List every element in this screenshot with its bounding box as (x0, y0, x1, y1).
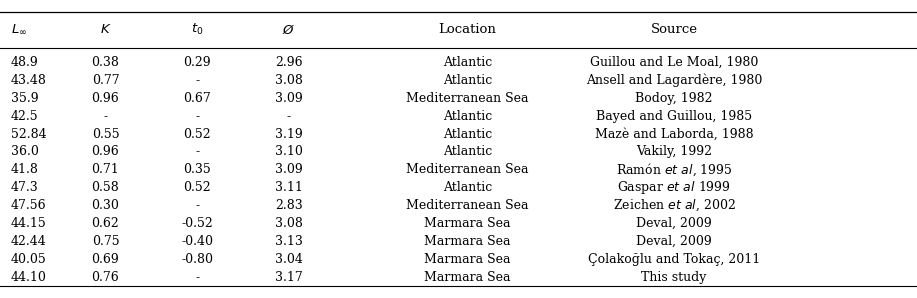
Text: Ansell and Lagardère, 1980: Ansell and Lagardère, 1980 (586, 74, 762, 87)
Text: 0.58: 0.58 (92, 181, 119, 194)
Text: 0.52: 0.52 (183, 128, 211, 141)
Text: Atlantic: Atlantic (443, 181, 492, 194)
Text: Mazè and Laborda, 1988: Mazè and Laborda, 1988 (595, 128, 753, 141)
Text: 3.11: 3.11 (275, 181, 303, 194)
Text: 3.08: 3.08 (275, 217, 303, 230)
Text: 47.3: 47.3 (11, 181, 39, 194)
Text: Gaspar $\mathit{et\ al}$ 1999: Gaspar $\mathit{et\ al}$ 1999 (617, 179, 731, 196)
Text: 36.0: 36.0 (11, 145, 39, 159)
Text: 0.30: 0.30 (92, 199, 119, 212)
Text: 52.84: 52.84 (11, 128, 47, 141)
Text: Atlantic: Atlantic (443, 145, 492, 159)
Text: Bodoy, 1982: Bodoy, 1982 (635, 92, 713, 105)
Text: 47.56: 47.56 (11, 199, 47, 212)
Text: 0.71: 0.71 (92, 163, 119, 176)
Text: 3.13: 3.13 (275, 235, 303, 248)
Text: 44.15: 44.15 (11, 217, 47, 230)
Text: -: - (195, 74, 199, 87)
Text: -: - (287, 110, 291, 123)
Text: 3.08: 3.08 (275, 74, 303, 87)
Text: 0.38: 0.38 (92, 56, 119, 69)
Text: 41.8: 41.8 (11, 163, 39, 176)
Text: Atlantic: Atlantic (443, 74, 492, 87)
Text: 0.75: 0.75 (92, 235, 119, 248)
Text: $\O$: $\O$ (282, 23, 295, 37)
Text: 40.05: 40.05 (11, 253, 47, 266)
Text: -: - (195, 271, 199, 284)
Text: 48.9: 48.9 (11, 56, 39, 69)
Text: 0.96: 0.96 (92, 145, 119, 159)
Text: Vakily, 1992: Vakily, 1992 (636, 145, 712, 159)
Text: -: - (195, 110, 199, 123)
Text: $t_0$: $t_0$ (191, 22, 204, 37)
Text: 44.10: 44.10 (11, 271, 47, 284)
Text: Atlantic: Atlantic (443, 56, 492, 69)
Text: 42.44: 42.44 (11, 235, 47, 248)
Text: Zeichen $\mathit{et\ al}$, 2002: Zeichen $\mathit{et\ al}$, 2002 (613, 198, 735, 213)
Text: 0.77: 0.77 (92, 74, 119, 87)
Text: 43.48: 43.48 (11, 74, 47, 87)
Text: 0.29: 0.29 (183, 56, 211, 69)
Text: Marmara Sea: Marmara Sea (425, 253, 511, 266)
Text: 3.09: 3.09 (275, 163, 303, 176)
Text: 3.10: 3.10 (275, 145, 303, 159)
Text: Bayed and Guillou, 1985: Bayed and Guillou, 1985 (596, 110, 752, 123)
Text: 2.96: 2.96 (275, 56, 303, 69)
Text: Atlantic: Atlantic (443, 110, 492, 123)
Text: -: - (195, 199, 199, 212)
Text: $K$: $K$ (100, 23, 111, 36)
Text: Marmara Sea: Marmara Sea (425, 217, 511, 230)
Text: Deval, 2009: Deval, 2009 (636, 235, 712, 248)
Text: Location: Location (438, 23, 497, 36)
Text: Çolakoğlu and Tokaç, 2011: Çolakoğlu and Tokaç, 2011 (588, 253, 760, 266)
Text: Mediterranean Sea: Mediterranean Sea (406, 199, 529, 212)
Text: 3.17: 3.17 (275, 271, 303, 284)
Text: 3.09: 3.09 (275, 92, 303, 105)
Text: 0.76: 0.76 (92, 271, 119, 284)
Text: 0.67: 0.67 (183, 92, 211, 105)
Text: 0.55: 0.55 (92, 128, 119, 141)
Text: 3.04: 3.04 (275, 253, 303, 266)
Text: -: - (104, 110, 107, 123)
Text: 2.83: 2.83 (275, 199, 303, 212)
Text: -: - (195, 145, 199, 159)
Text: Mediterranean Sea: Mediterranean Sea (406, 92, 529, 105)
Text: 0.96: 0.96 (92, 92, 119, 105)
Text: $L_{\infty}$: $L_{\infty}$ (11, 23, 28, 36)
Text: Marmara Sea: Marmara Sea (425, 271, 511, 284)
Text: Source: Source (650, 23, 698, 36)
Text: 0.62: 0.62 (92, 217, 119, 230)
Text: 42.5: 42.5 (11, 110, 39, 123)
Text: 3.19: 3.19 (275, 128, 303, 141)
Text: -0.40: -0.40 (182, 235, 213, 248)
Text: Mediterranean Sea: Mediterranean Sea (406, 163, 529, 176)
Text: Marmara Sea: Marmara Sea (425, 235, 511, 248)
Text: -0.80: -0.80 (182, 253, 213, 266)
Text: This study: This study (641, 271, 707, 284)
Text: Guillou and Le Moal, 1980: Guillou and Le Moal, 1980 (590, 56, 758, 69)
Text: Ramón $\mathit{et\ al}$, 1995: Ramón $\mathit{et\ al}$, 1995 (615, 162, 733, 178)
Text: 35.9: 35.9 (11, 92, 39, 105)
Text: 0.69: 0.69 (92, 253, 119, 266)
Text: 0.52: 0.52 (183, 181, 211, 194)
Text: -0.52: -0.52 (182, 217, 213, 230)
Text: Deval, 2009: Deval, 2009 (636, 217, 712, 230)
Text: Atlantic: Atlantic (443, 128, 492, 141)
Text: 0.35: 0.35 (183, 163, 211, 176)
